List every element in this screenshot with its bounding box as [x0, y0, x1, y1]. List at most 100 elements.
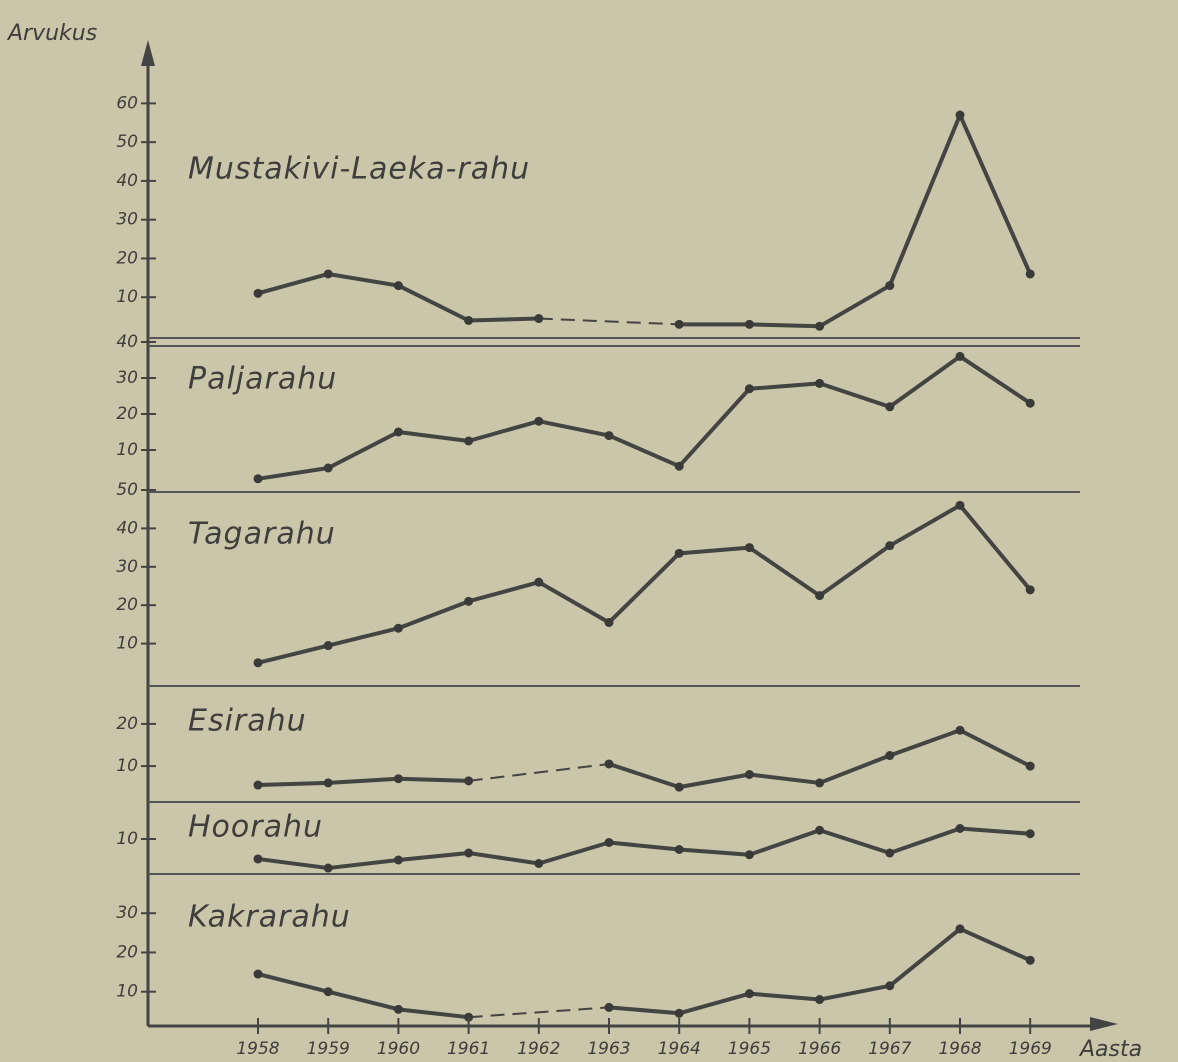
x-tick-label: 1959 [307, 1039, 350, 1059]
data-point [744, 384, 754, 394]
y-tick-label: 20 [116, 404, 138, 424]
x-tick-label: 1967 [868, 1039, 911, 1059]
data-point [534, 859, 544, 868]
x-tick-label: 1963 [587, 1039, 630, 1059]
line-series [257, 354, 1032, 481]
data-point [1025, 829, 1035, 839]
data-point [955, 500, 965, 510]
x-tick-label: 1961 [447, 1039, 490, 1059]
data-point [674, 548, 684, 558]
y-tick-label: 40 [116, 518, 138, 538]
x-tick-label: 1969 [1009, 1039, 1052, 1059]
data-point [955, 110, 965, 120]
data-point [464, 596, 474, 606]
data-point [323, 778, 333, 788]
data-point [744, 850, 754, 860]
data-point [674, 1008, 684, 1018]
y-tick-label: 30 [116, 368, 138, 388]
data-point [253, 969, 263, 979]
x-tick-label: 1964 [658, 1039, 701, 1059]
y-tick-label: 50 [116, 480, 138, 500]
data-point [744, 989, 754, 999]
data-point [323, 463, 333, 473]
y-axis-arrow [141, 40, 155, 66]
panel-title: Hoorahu [188, 810, 323, 845]
data-point [744, 770, 754, 779]
y-tick-label: 10 [116, 829, 138, 849]
data-point [253, 658, 263, 668]
line-series [257, 503, 1032, 665]
data-point [955, 351, 965, 361]
data-point [1025, 585, 1035, 595]
data-point [323, 863, 333, 873]
y-tick-label: 20 [116, 595, 138, 615]
x-tick-label: 1968 [938, 1039, 981, 1059]
data-point [885, 981, 895, 991]
data-point [955, 824, 965, 833]
y-tick-label: 10 [116, 634, 138, 654]
y-tick-label: 40 [116, 332, 138, 352]
y-tick-label: 30 [116, 557, 138, 577]
data-point [1025, 398, 1035, 408]
data-point [604, 617, 614, 627]
line-series [257, 271, 539, 323]
panel-title: Mustakivi-Laeka-rahu [188, 152, 530, 187]
data-point [744, 319, 754, 329]
line-series [257, 776, 469, 788]
data-point [674, 845, 684, 854]
data-point [253, 780, 263, 790]
y-tick-label: 40 [116, 171, 138, 191]
data-point [815, 995, 825, 1005]
data-point [815, 378, 825, 388]
data-point [534, 416, 544, 426]
data-point [464, 776, 474, 786]
y-tick-label: 20 [116, 714, 138, 734]
data-point [744, 543, 754, 553]
x-tick-label: 1965 [728, 1039, 771, 1059]
data-point [674, 461, 684, 471]
y-tick-label: 60 [116, 93, 138, 113]
y-tick-label: 30 [116, 903, 138, 923]
x-tick-label: 1966 [798, 1039, 841, 1059]
data-point [464, 315, 474, 325]
data-point [464, 1012, 474, 1022]
data-point [885, 402, 895, 412]
data-point [885, 751, 895, 761]
data-point [393, 427, 403, 437]
gap-bridge [468, 1006, 610, 1019]
data-point [253, 288, 263, 298]
y-axis-label: Arvukus [6, 21, 97, 46]
y-tick-label: 30 [116, 210, 138, 230]
data-point [604, 838, 614, 847]
data-point [1025, 955, 1035, 965]
y-tick-label: 10 [116, 756, 138, 776]
data-point [393, 623, 403, 633]
y-tick-label: 50 [116, 132, 138, 152]
x-tick-label: 1958 [236, 1039, 279, 1059]
data-point [464, 848, 474, 858]
data-point [464, 436, 474, 446]
line-series [257, 826, 1031, 871]
y-tick-label: 10 [116, 440, 138, 460]
data-point [1025, 269, 1035, 279]
data-point [674, 319, 684, 329]
x-tick-label: 1962 [517, 1039, 560, 1059]
data-point [393, 774, 403, 784]
gap-bridge [468, 762, 610, 782]
data-point [885, 281, 895, 291]
line-series [257, 972, 469, 1020]
data-point [323, 987, 333, 997]
data-point [253, 854, 263, 864]
data-point [885, 848, 895, 858]
panel-title: Tagarahu [188, 517, 336, 552]
data-point [955, 725, 965, 735]
y-tick-label: 20 [116, 248, 138, 268]
data-point [604, 431, 614, 441]
data-point [885, 541, 895, 551]
y-tick-label: 20 [116, 942, 138, 962]
data-point [815, 591, 825, 601]
data-point [604, 759, 614, 769]
panel-title: Esirahu [188, 704, 307, 739]
x-axis-arrow [1090, 1017, 1118, 1031]
data-point [1025, 761, 1035, 771]
